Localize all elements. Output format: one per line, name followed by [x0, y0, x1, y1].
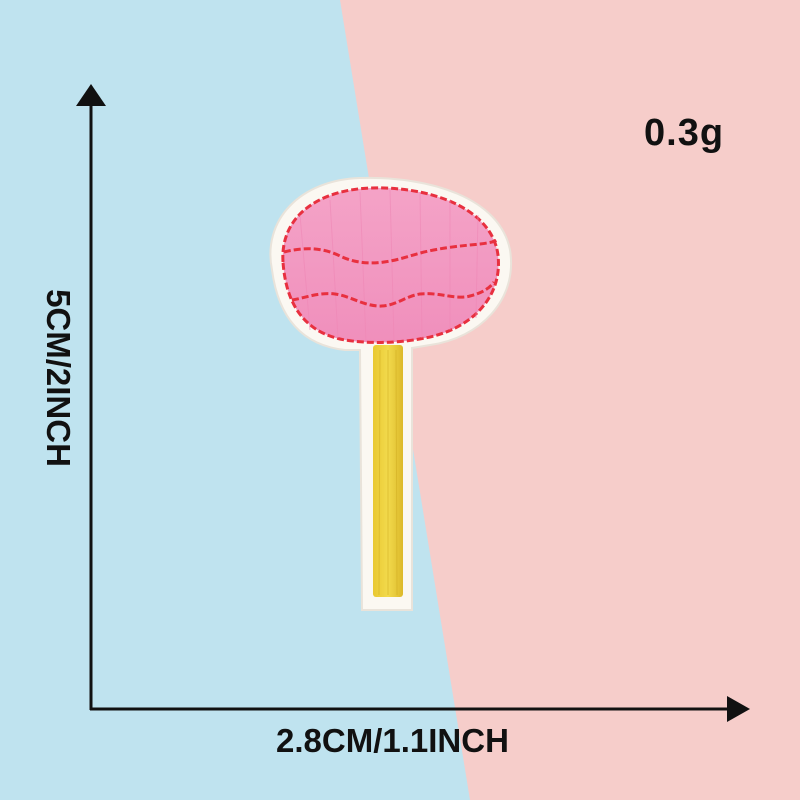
width-arrow [90, 696, 750, 722]
height-arrow [76, 84, 106, 710]
width-dimension-label: 2.8CM/1.1INCH [276, 722, 509, 759]
candy-head [281, 186, 500, 344]
candy-texture [299, 189, 479, 343]
arrow-right-icon [727, 696, 750, 722]
weight-label: 0.3g [644, 112, 725, 154]
arrow-up-icon [76, 84, 106, 106]
stick-texture [378, 349, 398, 596]
lollipop-patch [269, 176, 513, 611]
candy-stripe-top [283, 238, 498, 265]
candy-stripe-bottom [291, 281, 496, 308]
height-dimension-label: 5CM/2INCH [40, 289, 77, 467]
